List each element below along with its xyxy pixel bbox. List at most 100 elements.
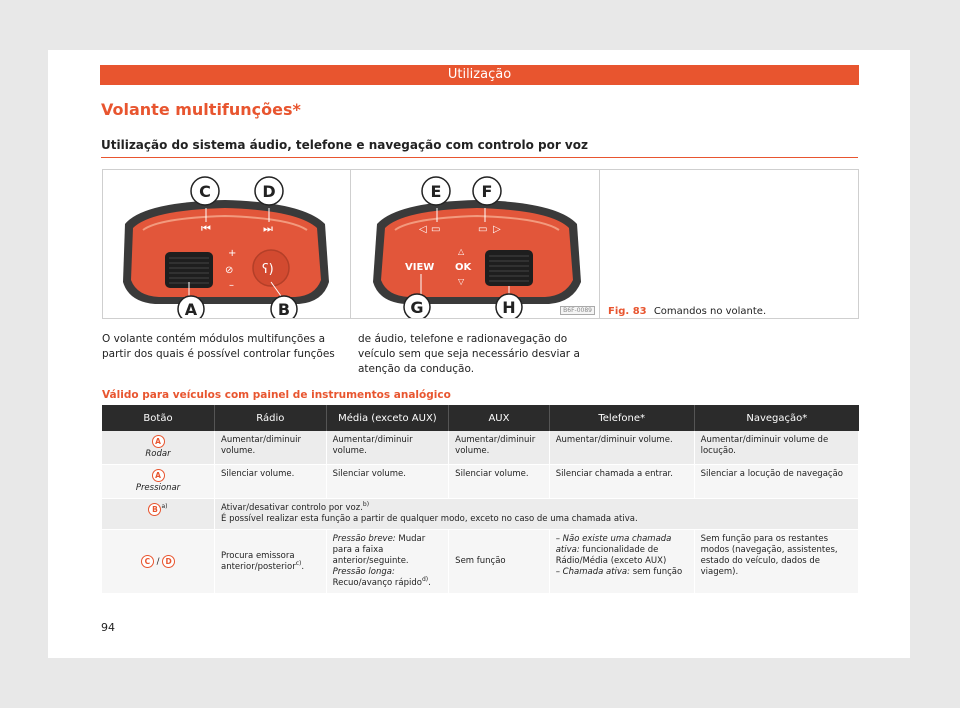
media-short-press-text: Mudar para a faixa anterior/seguinte. (332, 534, 426, 566)
svg-text:ʕ): ʕ) (262, 262, 274, 277)
footnote-ref: d) (421, 576, 429, 584)
button-cell: A Rodar (102, 431, 215, 465)
svg-text:▭: ▭ (431, 224, 440, 235)
callout-c-label: C (199, 182, 211, 201)
key-c-badge: C (140, 555, 154, 568)
footnote-ref: b) (362, 501, 370, 509)
col-header-media: Média (exceto AUX) (326, 405, 450, 431)
button-cell: A Pressionar (102, 465, 215, 499)
phone-cell: – Não existe uma chamada ativa: funciona… (549, 530, 695, 594)
footnote-ref: c) (295, 559, 302, 567)
aux-cell: Silenciar volume. (449, 465, 550, 499)
table-header-row: Botão Rádio Média (exceto AUX) AUX Telef… (102, 405, 859, 431)
callout-f (472, 176, 502, 206)
view-button-label: VIEW (405, 262, 434, 273)
callout-e-label: E (431, 182, 442, 201)
chapter-header: Utilização (100, 65, 859, 85)
callout-d (254, 176, 284, 206)
svg-text:▽: ▽ (458, 277, 465, 286)
figure-caption-text: Comandos no volante. (653, 306, 767, 317)
aux-cell: Sem função (449, 530, 550, 594)
navigation-cell: Silenciar a locução de navegação (694, 465, 859, 499)
svg-text:⏭: ⏭ (263, 222, 273, 235)
phone-no-call-text: funcionalidade de Rádio/Média (exceto AU… (555, 545, 667, 566)
left-callouts: C D A B (177, 176, 298, 318)
col-header-phone: Telefone* (549, 405, 695, 431)
aux-cell: Aumentar/diminuir volume. (449, 431, 550, 465)
svg-text:△: △ (458, 247, 465, 256)
callout-d-label: D (262, 182, 275, 201)
key-d-badge: D (162, 555, 176, 568)
voice-control-line2: É possível realizar esta função a partir… (221, 514, 638, 524)
callout-g (403, 293, 431, 318)
callout-f-label: F (482, 182, 493, 201)
validity-heading: Válido para veículos com painel de instr… (102, 389, 451, 401)
voice-control-line1: Ativar/desativar controlo por voz. (221, 503, 363, 513)
right-callouts: E F G H (403, 176, 523, 318)
right-controls-drawing: ◁ ▭ ▭ ▷ VIEW △ OK ▽ (373, 200, 581, 304)
key-separator: / (156, 557, 160, 567)
key-action: Pressionar (135, 483, 181, 493)
table-row: A Pressionar Silenciar volume. Silenciar… (102, 465, 859, 499)
svg-text:–: – (229, 280, 234, 291)
callout-g-label: G (410, 298, 423, 317)
svg-text:◁: ◁ (419, 224, 427, 235)
voice-control-cell: Ativar/desativar controlo por voz.b) É p… (215, 499, 859, 530)
callout-h (495, 293, 523, 318)
left-controls-drawing: + ⊘ – ʕ) ⏮ ⏭ (123, 200, 329, 304)
callout-a (177, 295, 205, 318)
col-header-navigation: Navegação* (694, 405, 859, 431)
navigation-cell: Aumentar/diminuir volume de locução. (694, 431, 859, 465)
callout-a-label: A (185, 300, 198, 318)
callout-b-label: B (278, 300, 290, 318)
phone-cell: Aumentar/diminuir volume. (549, 431, 695, 465)
page-number: 94 (101, 621, 115, 634)
media-short-press-label: Pressão breve: (332, 534, 396, 544)
figure-caption: Fig. 83 Comandos no volante. (608, 306, 766, 317)
section-title: Volante multifunções* (101, 100, 301, 119)
radio-cell: Procura emissora anterior/posteriorc). (215, 530, 327, 594)
media-cell: Silenciar volume. (326, 465, 450, 499)
svg-text:▭: ▭ (478, 224, 487, 235)
button-cell: C / D (102, 530, 215, 594)
right-steering-controls-image: ◁ ▭ ▭ ▷ VIEW △ OK ▽ (351, 170, 600, 318)
ok-button-label: OK (455, 262, 473, 273)
radio-text: Procura emissora anterior/posterior (221, 550, 296, 572)
intro-paragraph-1: O volante contém módulos multifunções a … (102, 333, 335, 360)
svg-text:+: + (228, 248, 236, 259)
callout-e (421, 176, 451, 206)
key-a-badge: A (151, 435, 165, 448)
svg-text:⏮: ⏮ (201, 222, 211, 235)
callout-c (190, 176, 220, 206)
radio-cell: Aumentar/diminuir volume. (215, 431, 327, 465)
col-header-radio: Rádio (215, 405, 327, 431)
key-action: Rodar (145, 449, 171, 459)
svg-text:▷: ▷ (493, 224, 501, 235)
table-row: A Rodar Aumentar/diminuir volume. Aument… (102, 431, 859, 465)
col-header-button: Botão (102, 405, 215, 431)
media-cell: Aumentar/diminuir volume. (326, 431, 450, 465)
intro-paragraph-2: de áudio, telefone e radionavegação do v… (358, 333, 580, 375)
key-b-badge: B (148, 503, 162, 516)
phone-no-call-label: – Não existe uma chamada ativa: (555, 534, 672, 555)
media-long-press-label: Pressão longa: (332, 567, 395, 577)
media-cell: Pressão breve: Mudar para a faixa anteri… (326, 530, 450, 594)
navigation-cell: Sem função para os restantes modos (nave… (694, 530, 859, 594)
media-long-press-text: Recuo/avanço rápido (332, 578, 422, 588)
subsection-title: Utilização do sistema áudio, telefone e … (101, 138, 588, 152)
phone-active-call-text: sem função (630, 567, 683, 577)
svg-text:⊘: ⊘ (225, 265, 233, 276)
figure-83: + ⊘ – ʕ) ⏮ ⏭ C D A B (102, 169, 859, 319)
title-divider (101, 157, 858, 158)
phone-cell: Silenciar chamada a entrar. (549, 465, 695, 499)
table-row: C / D Procura emissora anterior/posterio… (102, 530, 859, 594)
figure-number: Fig. 83 (608, 306, 647, 317)
radio-cell: Silenciar volume. (215, 465, 327, 499)
callout-h-label: H (502, 298, 515, 317)
manual-page: Utilização Volante multifunções* Utiliza… (48, 50, 910, 658)
figure-code: B6F-0089 (560, 306, 595, 315)
footnote-ref: a) (161, 503, 168, 511)
col-header-aux: AUX (449, 405, 550, 431)
